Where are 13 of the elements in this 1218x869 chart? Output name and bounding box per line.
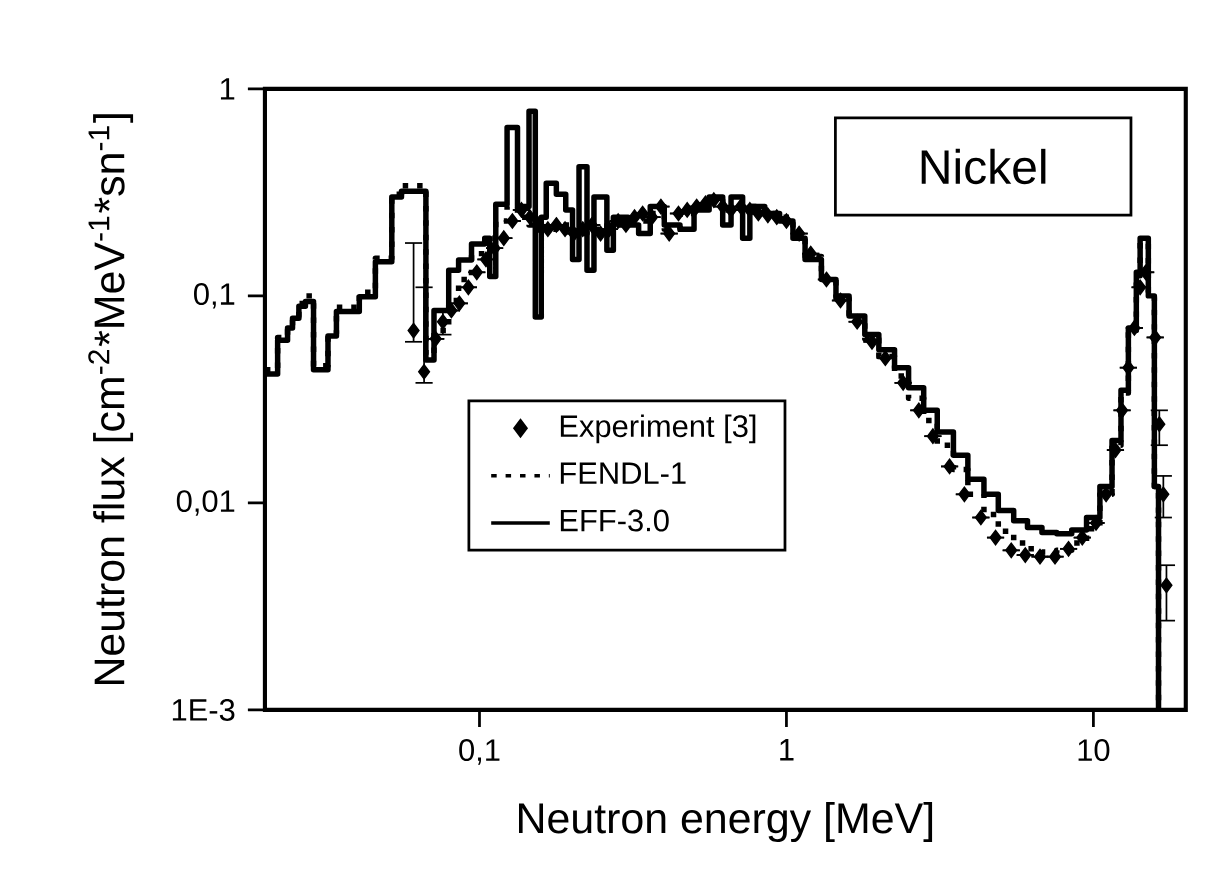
y-axis-title: Neutron flux [cm$^{-2}$*MeV$^{-1}$*sn$^{-1}$] xyxy=(88,114,134,685)
legend-label: Experiment [3] xyxy=(560,414,756,444)
y-tick-label: 1 xyxy=(220,78,235,100)
y-tick-label: 1E-3 xyxy=(172,698,235,721)
x-tick-label: 10 xyxy=(1078,739,1110,761)
x-tick-label: 0,1 xyxy=(459,739,500,765)
y-tick-label: 0,01 xyxy=(176,490,235,516)
x-tick-label: 1 xyxy=(780,739,794,761)
x-axis-title: Neutron energy [MeV] xyxy=(519,801,933,842)
legend-label: EFF-3.0 xyxy=(560,509,669,532)
legend-label: FENDL-1 xyxy=(560,462,686,484)
annotation: Nickel xyxy=(921,148,1046,185)
y-tick-label: 0,1 xyxy=(194,283,235,309)
